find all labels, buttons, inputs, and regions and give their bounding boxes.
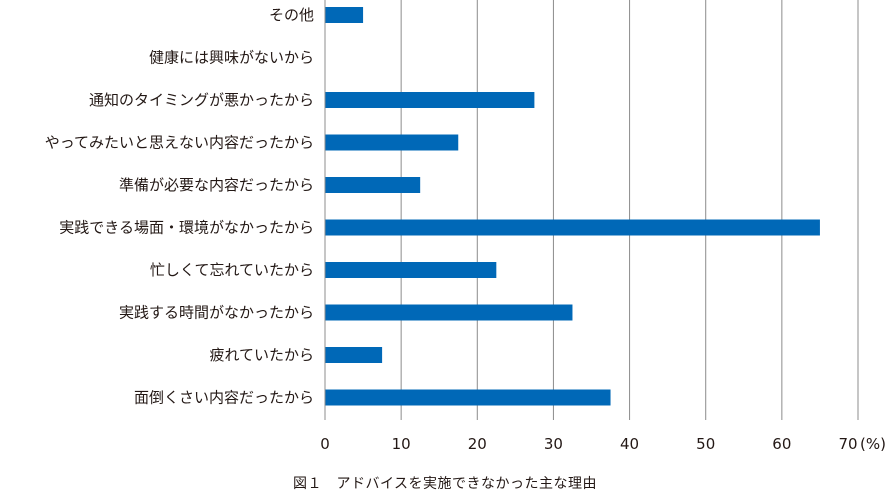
bar-layer [325,7,820,406]
x-tick-label: 60 [772,435,791,453]
x-tick-label: 40 [620,435,639,453]
bar [325,92,535,108]
category-label: 準備が必要な内容だったから [119,176,314,194]
x-tick-label: 50 [696,435,715,453]
category-label: 通知のタイミングが悪かったから [89,91,314,109]
category-label: 面倒くさい内容だったから [134,389,314,407]
category-label: やってみたいと思えない内容だったから [45,134,314,152]
category-label: 健康には興味がないから [149,49,314,67]
category-label: 疲れていたから [209,346,314,364]
x-tick-label: 20 [468,435,487,453]
bar [325,347,383,363]
category-labels: その他健康には興味がないから通知のタイミングが悪かったからやってみたいと思えない… [45,6,314,407]
bar [325,304,573,321]
grid-layer [400,0,859,420]
x-tick-label: 30 [544,435,563,453]
category-label: 忙しくて忘れていたから [150,261,314,279]
x-tick-labels: 0 10 20 30 40 50 60 70 (%) [320,435,886,453]
x-tick-label: 10 [392,435,411,453]
figure-caption: 図１ アドバイスを実施できなかった主な理由 [292,476,598,492]
x-tick-label: 0 [320,435,330,453]
category-label: 実践できる場面・環境がなかったから [59,219,314,237]
bar [325,7,364,23]
bar [325,219,820,236]
x-unit-label: (%) [860,435,886,453]
category-label: その他 [269,6,314,24]
bar [325,177,421,193]
bar [325,262,497,278]
category-label: 実践する時間がなかったから [119,304,314,322]
x-tick-label: 70 [838,435,857,453]
bar [325,389,611,406]
bar [325,134,459,151]
